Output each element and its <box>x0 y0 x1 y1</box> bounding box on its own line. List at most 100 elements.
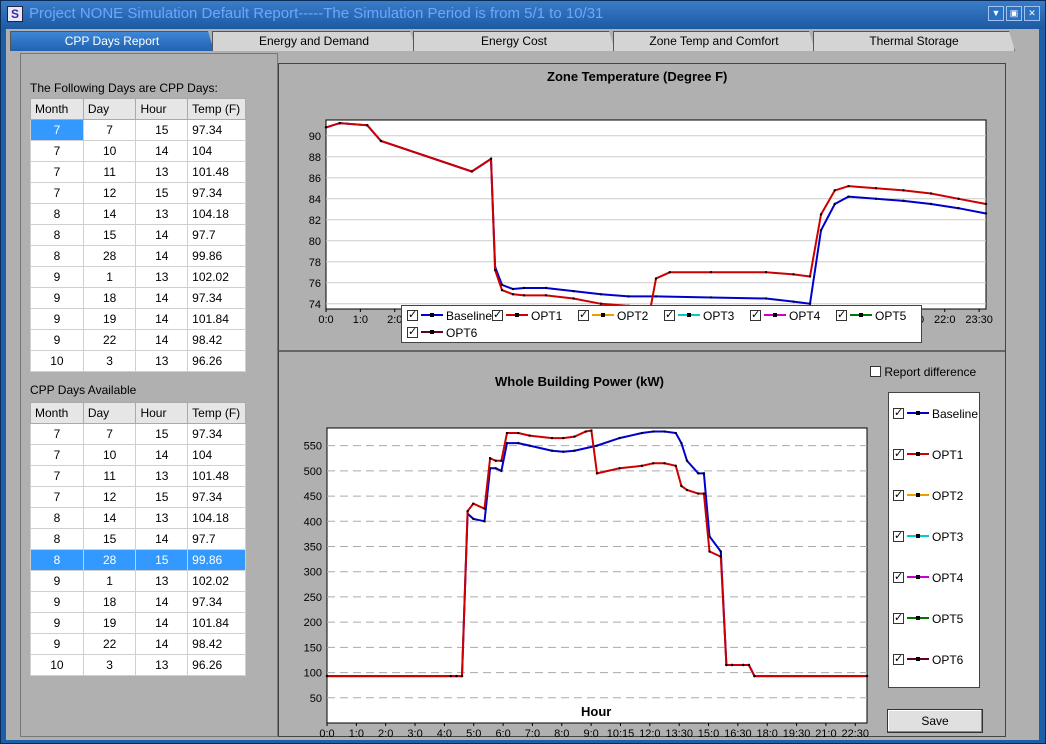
table-cell[interactable]: 8 <box>30 528 84 550</box>
table-cell[interactable]: 10 <box>30 654 84 676</box>
legend-item-baseline[interactable]: Baseline <box>407 308 492 323</box>
close-button[interactable]: ✕ <box>1024 6 1040 21</box>
table-row[interactable]: 7 11 13 101.48 <box>30 465 246 487</box>
table-cell[interactable]: 14 <box>135 287 189 309</box>
table-row[interactable]: 7 10 14 104 <box>30 140 246 162</box>
table-row[interactable]: 7 12 15 97.34 <box>30 182 246 204</box>
checkbox-icon[interactable] <box>893 611 904 624</box>
table-cell[interactable]: 11 <box>82 161 137 183</box>
legend-item-opt4[interactable]: OPT4 <box>893 570 963 585</box>
table-row[interactable]: 9 22 14 98.42 <box>30 329 246 351</box>
table-cell[interactable]: 12 <box>82 182 137 204</box>
table-cell[interactable]: 97.7 <box>187 224 246 246</box>
table-cell[interactable]: 98.42 <box>187 329 246 351</box>
table-cell[interactable]: 15 <box>135 182 189 204</box>
table-cell[interactable]: 14 <box>135 308 189 330</box>
table-cell[interactable]: 13 <box>135 161 189 183</box>
table-cell[interactable]: 14 <box>135 245 189 267</box>
legend-item-opt6[interactable]: OPT6 <box>407 325 477 340</box>
table-cell[interactable]: 19 <box>82 308 137 330</box>
table-cell[interactable]: 7 <box>30 161 84 183</box>
checkbox-icon[interactable] <box>893 570 904 583</box>
table-cell[interactable]: 28 <box>82 549 137 571</box>
col-hour[interactable]: Hour <box>135 402 189 424</box>
checkbox-icon[interactable] <box>893 447 904 460</box>
table-cell[interactable]: 104 <box>187 444 246 466</box>
table-cell[interactable]: 7 <box>30 140 84 162</box>
report-difference-checkbox[interactable]: Report difference <box>870 365 976 379</box>
table-cell[interactable]: 8 <box>30 507 84 529</box>
table-cell[interactable]: 14 <box>82 507 137 529</box>
table-cell[interactable]: 14 <box>135 633 189 655</box>
table-row[interactable]: 7 11 13 101.48 <box>30 161 246 183</box>
table-cell[interactable]: 97.34 <box>187 287 246 309</box>
table-cell[interactable]: 8 <box>30 224 84 246</box>
table-cell[interactable]: 97.34 <box>187 591 246 613</box>
table-cell[interactable]: 15 <box>82 224 137 246</box>
table-cell[interactable]: 14 <box>135 528 189 550</box>
table-row[interactable]: 10 3 13 96.26 <box>30 350 246 372</box>
table-cell[interactable]: 9 <box>30 308 84 330</box>
col-hour[interactable]: Hour <box>135 98 189 120</box>
table-cell[interactable]: 7 <box>30 182 84 204</box>
table-cell[interactable]: 14 <box>135 224 189 246</box>
table-cell[interactable]: 8 <box>30 245 84 267</box>
checkbox-icon[interactable] <box>407 308 418 321</box>
table-row[interactable]: 8 28 14 99.86 <box>30 245 246 267</box>
table-cell[interactable]: 12 <box>82 486 137 508</box>
col-day[interactable]: Day <box>82 402 137 424</box>
table-cell[interactable]: 7 <box>82 119 137 141</box>
table-cell[interactable]: 13 <box>135 465 189 487</box>
table-row[interactable]: 7 7 15 97.34 <box>30 423 246 445</box>
checkbox-icon[interactable] <box>893 529 904 542</box>
table-cell[interactable]: 97.34 <box>187 119 246 141</box>
table-cell[interactable]: 15 <box>135 486 189 508</box>
checkbox-icon[interactable] <box>578 308 589 321</box>
legend-item-opt6[interactable]: OPT6 <box>893 652 963 667</box>
table-row[interactable]: 9 22 14 98.42 <box>30 633 246 655</box>
table-cell[interactable]: 101.48 <box>187 465 246 487</box>
table-cell[interactable]: 15 <box>135 423 189 445</box>
table-cell[interactable]: 10 <box>30 350 84 372</box>
table-cell[interactable]: 9 <box>30 570 84 592</box>
table-cell[interactable]: 104 <box>187 140 246 162</box>
table-row[interactable]: 9 18 14 97.34 <box>30 287 246 309</box>
table-cell[interactable]: 22 <box>82 329 137 351</box>
checkbox-icon[interactable] <box>407 325 418 338</box>
checkbox-icon[interactable] <box>893 652 904 665</box>
legend-item-opt5[interactable]: OPT5 <box>836 308 906 323</box>
table-cell[interactable]: 9 <box>30 329 84 351</box>
table-row[interactable]: 8 14 13 104.18 <box>30 507 246 529</box>
table-cell[interactable]: 102.02 <box>187 570 246 592</box>
maximize-button[interactable]: ▣ <box>1006 6 1022 21</box>
table-cell[interactable]: 99.86 <box>187 245 246 267</box>
table-row[interactable]: 9 18 14 97.34 <box>30 591 246 613</box>
table-cell[interactable]: 104.18 <box>187 507 246 529</box>
table-cell[interactable]: 96.26 <box>187 350 246 372</box>
table-cell[interactable]: 9 <box>30 633 84 655</box>
table-cell[interactable]: 97.34 <box>187 182 246 204</box>
legend-item-opt2[interactable]: OPT2 <box>578 308 648 323</box>
table-cell[interactable]: 14 <box>135 140 189 162</box>
table-cell[interactable]: 9 <box>30 266 84 288</box>
table-row[interactable]: 9 19 14 101.84 <box>30 612 246 634</box>
table-row[interactable]: 8 15 14 97.7 <box>30 224 246 246</box>
table-cell[interactable]: 13 <box>135 203 189 225</box>
col-temp[interactable]: Temp (F) <box>187 402 246 424</box>
table-row[interactable]: 7 12 15 97.34 <box>30 486 246 508</box>
table-cell[interactable]: 1 <box>82 570 137 592</box>
table-cell[interactable]: 9 <box>30 591 84 613</box>
table-cell[interactable]: 10 <box>82 140 137 162</box>
checkbox-icon[interactable] <box>836 308 847 321</box>
table-cell[interactable]: 14 <box>135 612 189 634</box>
checkbox-icon[interactable] <box>893 406 904 419</box>
table-cell[interactable]: 18 <box>82 591 137 613</box>
table-cell[interactable]: 8 <box>30 549 84 571</box>
table-row[interactable]: 7 10 14 104 <box>30 444 246 466</box>
table-cell[interactable]: 104.18 <box>187 203 246 225</box>
table-cell[interactable]: 10 <box>82 444 137 466</box>
table-row[interactable]: 7 7 15 97.34 <box>30 119 246 141</box>
table-cell[interactable]: 19 <box>82 612 137 634</box>
table-cell[interactable]: 13 <box>135 570 189 592</box>
tab-cpp-days-report[interactable]: CPP Days Report <box>10 31 214 51</box>
